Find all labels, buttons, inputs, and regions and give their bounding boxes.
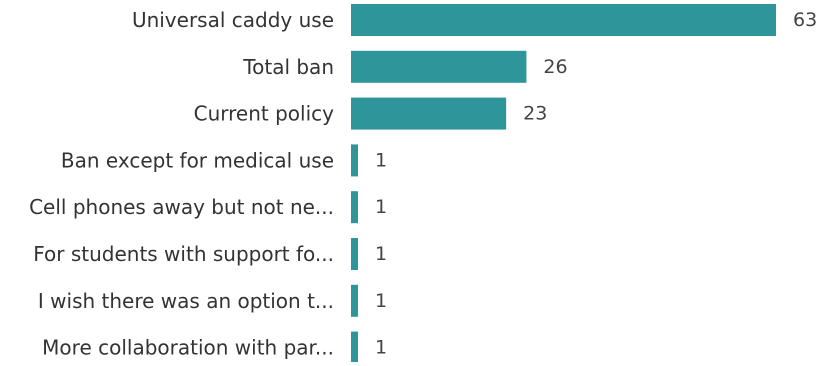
value-label: 1 <box>375 196 387 218</box>
category-label: Cell phones away but not ne... <box>29 195 334 219</box>
value-label: 1 <box>375 243 387 265</box>
bar <box>351 331 358 364</box>
value-label: 1 <box>375 337 387 359</box>
bar <box>351 284 358 317</box>
category-label: More collaboration with par... <box>42 336 334 360</box>
bar <box>351 4 776 36</box>
value-label: 1 <box>375 149 387 171</box>
category-label: Current policy <box>194 102 335 126</box>
bar <box>351 97 507 130</box>
value-label: 26 <box>543 56 567 78</box>
category-label: Universal caddy use <box>132 8 334 32</box>
category-label: I wish there was an option t... <box>38 289 334 313</box>
category-label: Total ban <box>242 55 334 79</box>
value-label: 63 <box>793 9 817 31</box>
bar <box>351 191 358 224</box>
bar <box>351 238 358 270</box>
bar <box>351 144 358 177</box>
category-label: Ban except for medical use <box>61 148 334 172</box>
value-label: 1 <box>375 290 387 312</box>
bar <box>351 50 527 83</box>
value-label: 23 <box>523 103 547 125</box>
category-label: For students with support fo... <box>33 242 334 266</box>
